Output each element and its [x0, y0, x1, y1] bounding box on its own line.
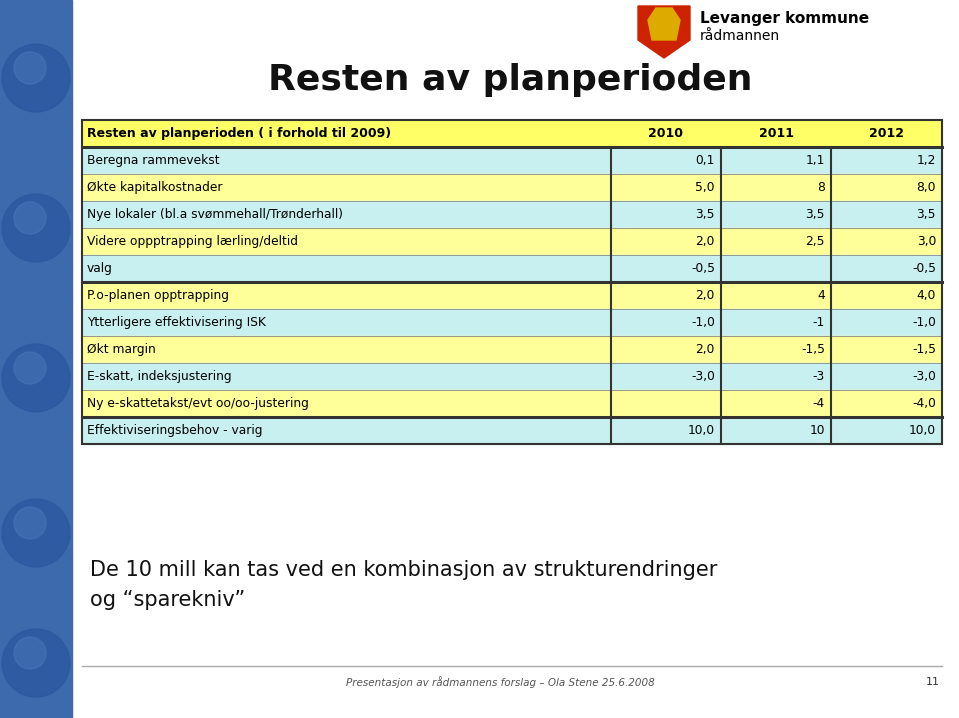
Text: 2011: 2011 — [759, 127, 793, 140]
Bar — [82, 363, 942, 390]
Text: -1,5: -1,5 — [801, 343, 825, 356]
Text: 10: 10 — [809, 424, 825, 437]
Text: -1,0: -1,0 — [912, 316, 936, 329]
Circle shape — [2, 629, 70, 697]
Text: Effektiviseringsbehov - varig: Effektiviseringsbehov - varig — [87, 424, 263, 437]
Text: 3,5: 3,5 — [917, 208, 936, 221]
Text: -0,5: -0,5 — [912, 262, 936, 275]
Text: 2010: 2010 — [648, 127, 684, 140]
Circle shape — [2, 499, 70, 567]
Circle shape — [2, 44, 70, 112]
Text: 5,0: 5,0 — [695, 181, 715, 194]
Text: Økte kapitalkostnader: Økte kapitalkostnader — [87, 181, 222, 194]
Text: 4: 4 — [817, 289, 825, 302]
Bar — [82, 417, 942, 444]
Text: 10,0: 10,0 — [909, 424, 936, 437]
Text: 10,0: 10,0 — [688, 424, 715, 437]
Text: -1: -1 — [813, 316, 825, 329]
Text: Resten av planperioden ( i forhold til 2009): Resten av planperioden ( i forhold til 2… — [87, 127, 391, 140]
Text: De 10 mill kan tas ved en kombinasjon av strukturendringer: De 10 mill kan tas ved en kombinasjon av… — [90, 560, 717, 580]
Bar — [82, 390, 942, 417]
Text: -0,5: -0,5 — [691, 262, 715, 275]
Text: -1,0: -1,0 — [691, 316, 715, 329]
Bar — [82, 147, 942, 174]
Text: E-skatt, indeksjustering: E-skatt, indeksjustering — [87, 370, 232, 383]
Bar — [82, 174, 942, 201]
Polygon shape — [648, 8, 680, 40]
Text: -3,0: -3,0 — [912, 370, 936, 383]
Text: Levanger kommune: Levanger kommune — [700, 11, 869, 26]
Circle shape — [14, 637, 46, 669]
Bar — [82, 282, 942, 309]
Text: Presentasjon av rådmannens forslag – Ola Stene 25.6.2008: Presentasjon av rådmannens forslag – Ola… — [345, 676, 654, 688]
Bar — [82, 255, 942, 282]
Text: 0,1: 0,1 — [695, 154, 715, 167]
Text: 3,0: 3,0 — [917, 235, 936, 248]
Text: -3,0: -3,0 — [691, 370, 715, 383]
Circle shape — [2, 194, 70, 262]
Bar — [82, 201, 942, 228]
Text: Ny e-skattetakst/evt oo/oo-justering: Ny e-skattetakst/evt oo/oo-justering — [87, 397, 309, 410]
Bar — [82, 120, 942, 147]
Text: 1,2: 1,2 — [917, 154, 936, 167]
Text: 2,0: 2,0 — [695, 343, 715, 356]
Circle shape — [14, 352, 46, 384]
Bar — [82, 309, 942, 336]
Circle shape — [14, 52, 46, 84]
Text: -3: -3 — [813, 370, 825, 383]
Text: 3,5: 3,5 — [695, 208, 715, 221]
Circle shape — [14, 507, 46, 539]
Bar — [0, 0, 72, 718]
Text: 8,0: 8,0 — [917, 181, 936, 194]
Text: og “sparekniv”: og “sparekniv” — [90, 590, 246, 610]
Text: 2,5: 2,5 — [806, 235, 825, 248]
Text: Nye lokaler (bl.a svømmehall/Trønderhall): Nye lokaler (bl.a svømmehall/Trønderhall… — [87, 208, 343, 221]
Circle shape — [14, 202, 46, 234]
Polygon shape — [638, 6, 690, 58]
Text: -4: -4 — [813, 397, 825, 410]
Text: Beregna rammevekst: Beregna rammevekst — [87, 154, 220, 167]
Text: 1,1: 1,1 — [806, 154, 825, 167]
Text: 11: 11 — [926, 677, 940, 687]
Bar — [82, 120, 942, 444]
Bar — [82, 336, 942, 363]
Text: 4,0: 4,0 — [917, 289, 936, 302]
Text: 3,5: 3,5 — [806, 208, 825, 221]
Text: valg: valg — [87, 262, 113, 275]
Text: -1,5: -1,5 — [912, 343, 936, 356]
Bar — [82, 228, 942, 255]
Text: Videre oppptrapping lærling/deltid: Videre oppptrapping lærling/deltid — [87, 235, 298, 248]
Text: Ytterligere effektivisering ISK: Ytterligere effektivisering ISK — [87, 316, 266, 329]
Text: 2012: 2012 — [869, 127, 904, 140]
Text: P.o-planen opptrapping: P.o-planen opptrapping — [87, 289, 229, 302]
Text: 2,0: 2,0 — [695, 235, 715, 248]
Text: 8: 8 — [817, 181, 825, 194]
Text: -4,0: -4,0 — [912, 397, 936, 410]
Text: Økt margin: Økt margin — [87, 343, 155, 356]
Text: Resten av planperioden: Resten av planperioden — [268, 63, 752, 97]
Text: 2,0: 2,0 — [695, 289, 715, 302]
Text: rådmannen: rådmannen — [700, 29, 780, 43]
Circle shape — [2, 344, 70, 412]
